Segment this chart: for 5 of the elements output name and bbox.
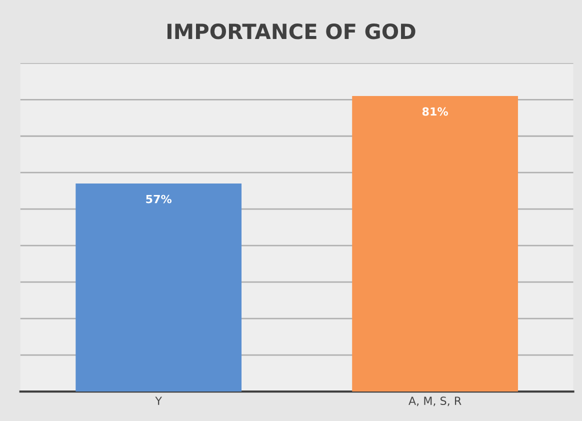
x-tick-label: Y: [155, 396, 162, 405]
chart-title: IMPORTANCE OF GOD: [168, 24, 416, 40]
data-label: 81%: [422, 107, 448, 116]
x-tick-label: A, M, S, R: [408, 396, 462, 406]
data-label: 57%: [146, 194, 172, 204]
